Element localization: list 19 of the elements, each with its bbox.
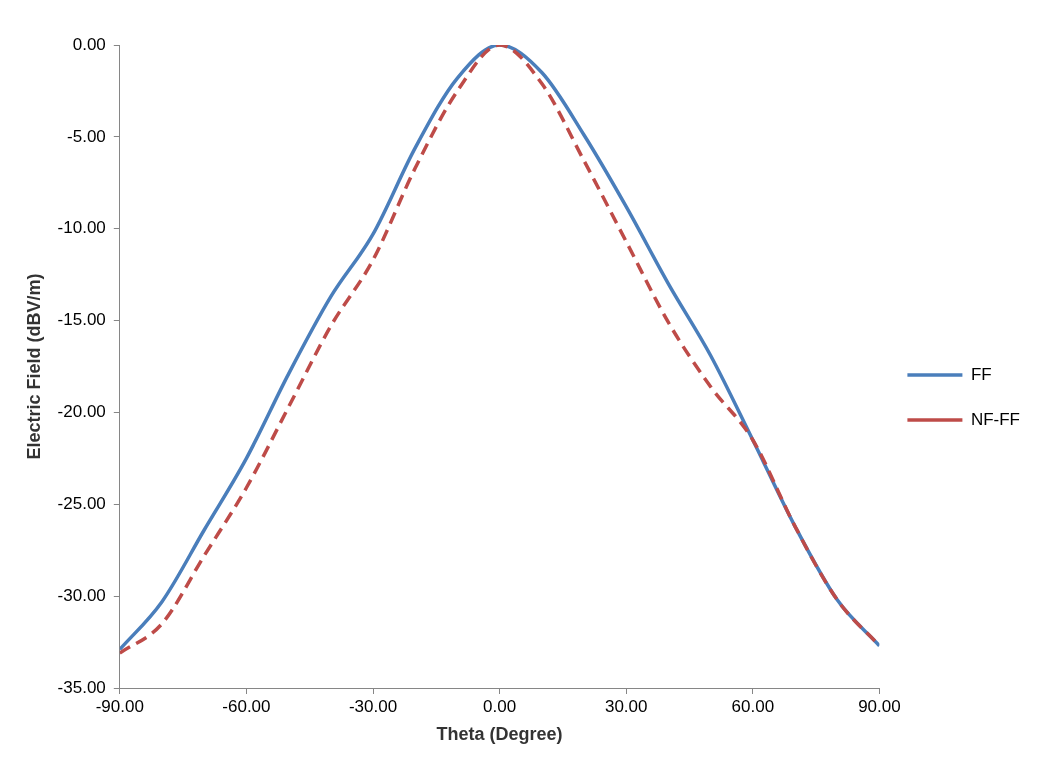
x-tick-label: 0.00 — [483, 696, 517, 716]
x-tick-label: 90.00 — [858, 696, 901, 716]
legend-label: NF-FF — [970, 409, 1020, 429]
legend-label: FF — [970, 364, 992, 384]
x-tick-label: 30.00 — [604, 696, 648, 716]
y-tick-label: -35.00 — [57, 677, 106, 697]
y-tick-label: -20.00 — [57, 402, 106, 422]
x-tick-label: -90.00 — [95, 696, 144, 716]
y-tick-label: -5.00 — [67, 126, 106, 146]
y-tick-label: -15.00 — [57, 310, 106, 330]
y-tick-label: 0.00 — [72, 34, 106, 54]
y-tick-label: -10.00 — [57, 218, 106, 238]
x-tick-label: -60.00 — [222, 696, 271, 716]
y-axis-title: Electric Field (dBV/m) — [23, 273, 44, 460]
y-tick-label: -30.00 — [57, 585, 106, 605]
x-tick-label: -30.00 — [348, 696, 398, 716]
x-tick-label: 60.00 — [731, 696, 775, 716]
x-axis-title: Theta (Degree) — [436, 724, 563, 745]
y-tick-label: -25.00 — [57, 493, 106, 513]
